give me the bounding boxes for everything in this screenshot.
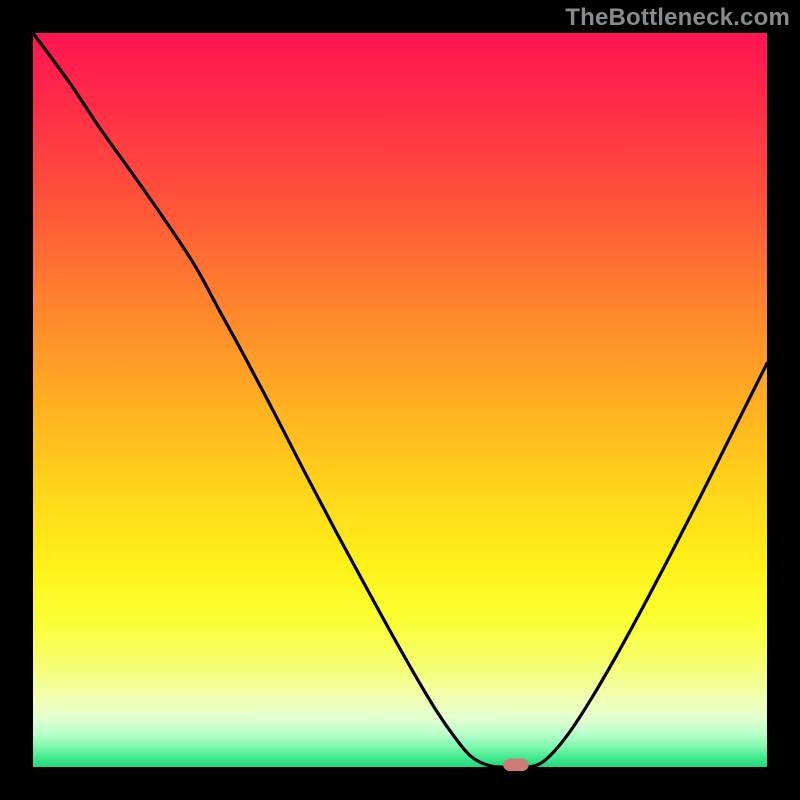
chart-frame: TheBottleneck.com [0,0,800,800]
optimal-point-marker [503,759,529,771]
bottleneck-curve-chart [0,0,800,800]
plot-background [33,33,767,767]
watermark-text: TheBottleneck.com [565,4,790,32]
